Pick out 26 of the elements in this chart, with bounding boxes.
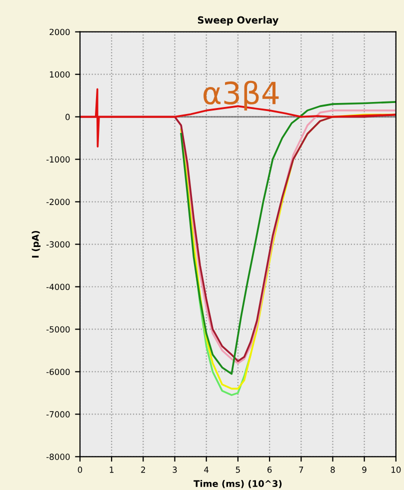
x-tick-label: 5	[236, 466, 240, 473]
chart-title: Sweep Overlay	[198, 16, 278, 26]
y-tick-label: 0	[66, 114, 70, 120]
annotation: α3β4	[204, 80, 279, 110]
y-tick-label: -4000	[46, 284, 70, 290]
x-tick-label: 3	[172, 466, 177, 473]
x-tick-label: 6	[267, 466, 272, 473]
x-tick-label: 9	[362, 466, 366, 473]
y-tick-label: -8000	[46, 454, 70, 460]
y-tick-label: -2000	[46, 198, 70, 206]
y-tick-label: 1000	[50, 71, 70, 78]
y-tick-label: 2000	[50, 28, 70, 36]
y-axis-title: I (pA)	[32, 230, 40, 258]
x-tick-label: 4	[204, 466, 209, 473]
y-tick-label: -3000	[46, 241, 70, 248]
x-tick-label: 2	[141, 466, 145, 473]
x-tick-label: 8	[330, 466, 335, 473]
x-tick-label: 1	[110, 466, 114, 473]
y-tick-label: -5000	[46, 326, 70, 333]
y-tick-label: -7000	[46, 411, 70, 418]
x-tick-label: 7	[299, 466, 304, 473]
x-tick-label: 10	[392, 466, 401, 473]
x-tick-label: 0	[78, 466, 82, 473]
y-tick-label: -6000	[46, 368, 70, 375]
x-axis-title: Time (ms) (10^3)	[194, 480, 282, 488]
y-tick-label: -1000	[46, 156, 70, 163]
